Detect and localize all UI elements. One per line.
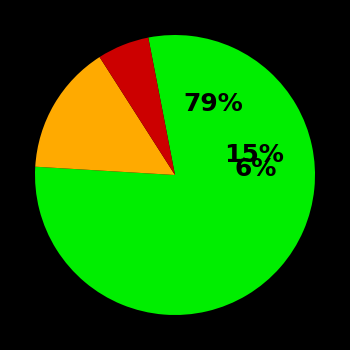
Wedge shape: [99, 37, 175, 175]
Wedge shape: [35, 35, 315, 315]
Text: 79%: 79%: [184, 92, 244, 116]
Wedge shape: [35, 57, 175, 175]
Text: 6%: 6%: [235, 158, 277, 181]
Text: 15%: 15%: [224, 143, 284, 167]
